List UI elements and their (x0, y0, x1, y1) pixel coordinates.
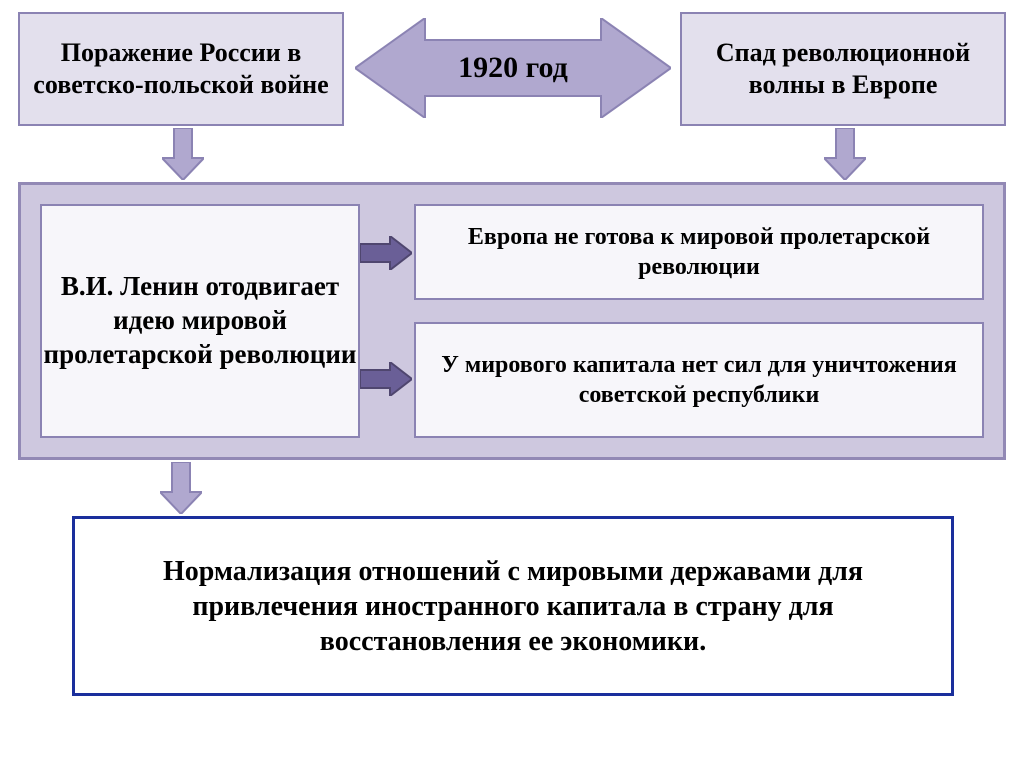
arrow-down-left-icon (162, 128, 204, 180)
arrow-down-bottom-icon (160, 462, 202, 514)
text-top-left: Поражение России в советско-польской вой… (20, 37, 342, 102)
text-europe: Европа не готова к мировой пролетарской … (434, 222, 964, 282)
arrow-right-2-icon (360, 362, 412, 396)
text-capital: У мирового капитала нет сил для уничтоже… (434, 350, 964, 410)
text-lenin: В.И. Ленин отодвигает идею мировой проле… (42, 270, 358, 371)
text-top-right: Спад революционной волны в Европе (682, 37, 1004, 102)
box-lenin: В.И. Ленин отодвигает идею мировой проле… (40, 204, 360, 438)
arrow-right-1-icon (360, 236, 412, 270)
box-capital: У мирового капитала нет сил для уничтоже… (414, 322, 984, 438)
box-top-left: Поражение России в советско-польской вой… (18, 12, 344, 126)
box-top-right: Спад революционной волны в Европе (680, 12, 1006, 126)
text-bottom: Нормализация отношений с мировыми держав… (135, 554, 891, 659)
year-label: 1920 год (355, 18, 671, 118)
text-year: 1920 год (458, 49, 568, 87)
box-bottom: Нормализация отношений с мировыми держав… (72, 516, 954, 696)
box-europe: Европа не готова к мировой пролетарской … (414, 204, 984, 300)
arrow-down-right-icon (824, 128, 866, 180)
